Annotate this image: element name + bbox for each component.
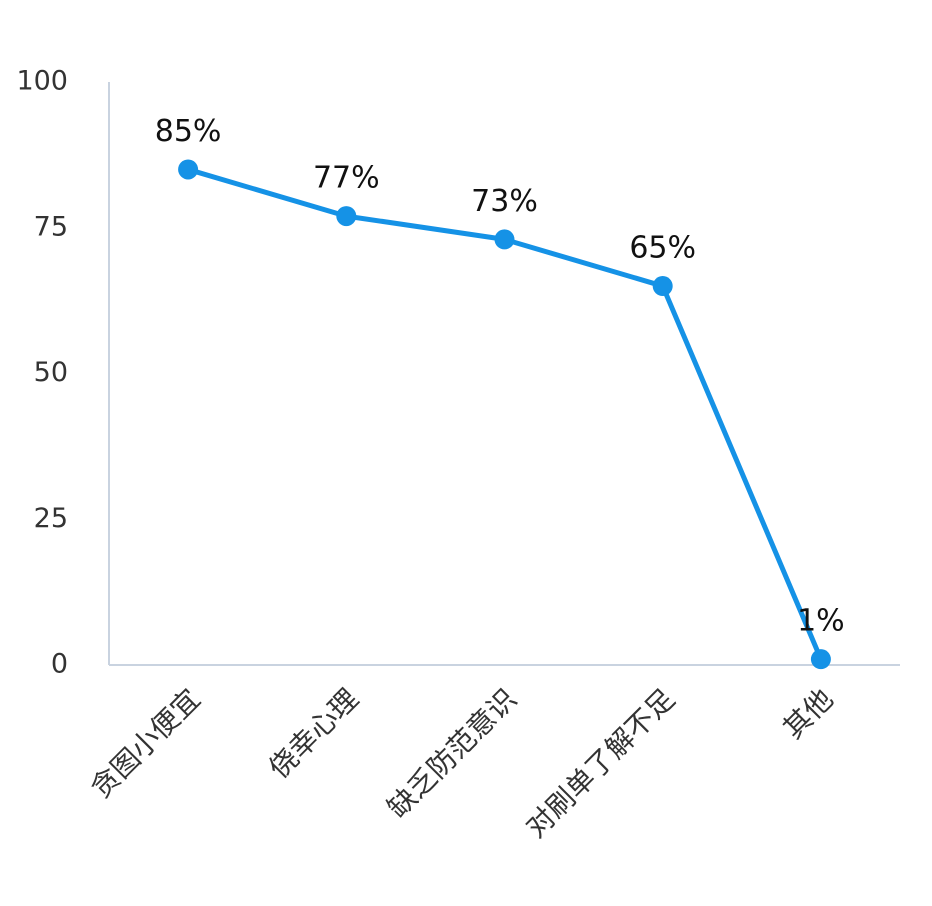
y-tick-label: 75 [34, 211, 68, 242]
x-tick-label: 贪图小便宜 [84, 682, 206, 804]
x-tick-label: 侥幸心理 [262, 682, 365, 785]
value-label: 85% [155, 114, 222, 149]
y-tick-label: 50 [34, 357, 68, 388]
y-tick-label: 100 [16, 66, 68, 97]
point [178, 159, 199, 180]
value-label: 77% [313, 161, 380, 196]
point [336, 206, 357, 227]
value-label: 1% [797, 604, 845, 639]
y-tick-label: 0 [51, 649, 68, 680]
x-tick-label: 其他 [777, 682, 840, 745]
x-tick-label: 对刷单了解不足 [519, 682, 681, 844]
point [494, 229, 515, 250]
x-tick-label: 缺乏防范意识 [381, 682, 523, 824]
point [810, 649, 831, 670]
y-tick-label: 25 [34, 503, 68, 534]
point [652, 276, 673, 297]
value-label: 65% [629, 231, 696, 266]
value-label: 73% [471, 184, 538, 219]
